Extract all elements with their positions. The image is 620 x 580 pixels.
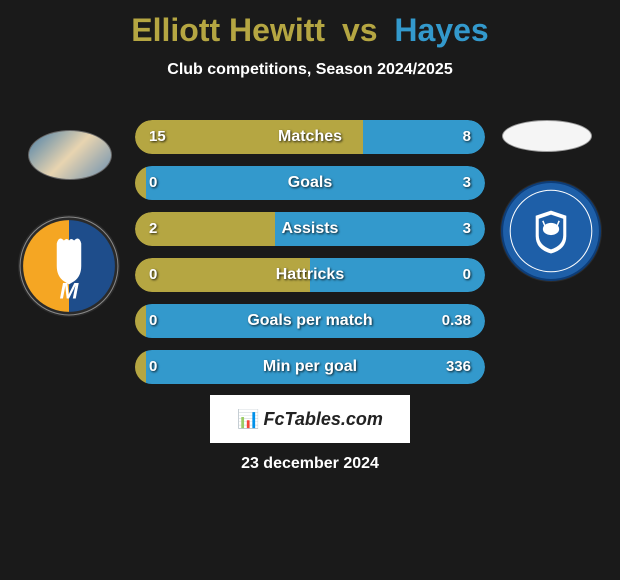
player-right-name: Hayes [394,12,488,48]
stat-value-right: 8 [463,120,471,154]
chart-icon: 📊 [237,409,259,430]
vs-label: vs [342,12,378,48]
club-right-logo [500,180,602,282]
subtitle: Club competitions, Season 2024/2025 [0,61,620,79]
stat-label: Min per goal [135,350,485,384]
stat-label: Goals [135,166,485,200]
stat-row: Matches15 8 [135,120,485,154]
stat-label: Matches [135,120,485,154]
comparison-container: Elliott Hewitt vs Hayes Club competition… [0,0,620,580]
stat-row: Goals per match0 0.38 [135,304,485,338]
player-left-name: Elliott Hewitt [131,12,325,48]
stat-value-left: 0 [149,350,157,384]
stat-value-left: 0 [149,166,157,200]
stat-value-left: 0 [149,304,157,338]
stat-value-right: 3 [463,212,471,246]
stat-value-right: 0.38 [442,304,471,338]
stat-row: Goals0 3 [135,166,485,200]
page-title: Elliott Hewitt vs Hayes [0,0,620,49]
date-label: 23 december 2024 [0,455,620,473]
stat-value-left: 15 [149,120,166,154]
stat-row: Assists2 3 [135,212,485,246]
stat-label: Assists [135,212,485,246]
stat-row: Min per goal0 336 [135,350,485,384]
stats-area: Matches158Goals03Assists23Hattricks00Goa… [135,120,485,396]
stat-row: Hattricks0 0 [135,258,485,292]
club-left-logo: M [18,215,120,317]
watermark-text: FcTables.com [264,409,383,430]
stat-value-right: 3 [463,166,471,200]
stat-value-right: 0 [463,258,471,292]
stat-value-left: 0 [149,258,157,292]
stat-value-right: 336 [446,350,471,384]
stat-label: Hattricks [135,258,485,292]
player-left-photo [28,130,112,180]
svg-text:M: M [60,279,80,304]
stat-value-left: 2 [149,212,157,246]
player-right-photo [502,120,592,152]
watermark: 📊 FcTables.com [210,395,410,443]
stat-label: Goals per match [135,304,485,338]
